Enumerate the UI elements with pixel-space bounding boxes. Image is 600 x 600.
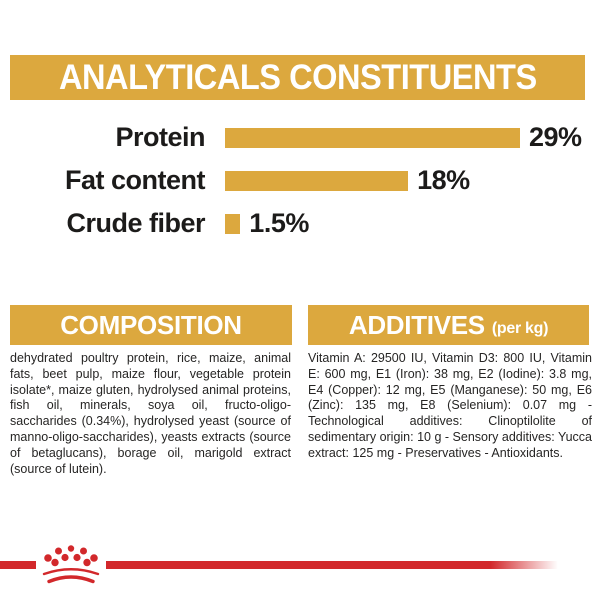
additives-subtitle: (per kg) [491, 320, 549, 337]
chart-label-fiber: Crude fiber [66, 208, 205, 238]
footer-stripe-right [106, 561, 558, 569]
value-label-fiber: 1.5% [249, 208, 309, 238]
composition-header-band: COMPOSITION [10, 305, 292, 345]
royal-canin-crown-icon [42, 545, 100, 584]
chart-label-fat: Fat content [65, 165, 206, 195]
analyticals-header-band: ANALYTICALS CONSTITUENTS [10, 55, 585, 100]
value-label-protein: 29% [529, 122, 582, 152]
bar-protein [225, 127, 520, 148]
value-label-fat: 18% [417, 165, 470, 195]
chart-row-fiber: Crude fiber 1.5% [0, 202, 600, 245]
composition-title: COMPOSITION [60, 309, 242, 340]
chart-row-protein: Protein 29% [0, 116, 600, 159]
additives-title: ADDITIVES [348, 309, 485, 340]
bar-fiber [225, 213, 241, 234]
chart-row-fat: Fat content 18% [0, 159, 600, 202]
analyticals-bar-chart: Protein 29% Fat content 18% Crude fiber … [0, 116, 600, 245]
composition-body: dehydrated poultry protein, rice, maize,… [10, 351, 291, 476]
bar-fat [225, 170, 409, 191]
additives-body: Vitamin A: 29500 IU, Vitamin D3: 800 IU,… [308, 351, 592, 460]
chart-label-protein: Protein [115, 122, 205, 152]
analyticals-title: ANALYTICALS CONSTITUENTS [58, 57, 537, 97]
footer-stripe-left [0, 561, 36, 569]
additives-header-band: ADDITIVES (per kg) [308, 305, 589, 345]
